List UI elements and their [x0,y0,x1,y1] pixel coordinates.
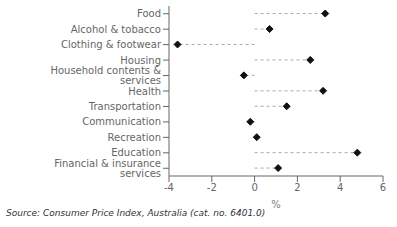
svg-text:Household contents &services: Household contents &services [50,65,161,86]
svg-text:Alcohol & tobacco: Alcohol & tobacco [71,24,161,35]
svg-text:Communication: Communication [82,116,161,127]
svg-text:4: 4 [337,182,343,193]
svg-text:6: 6 [380,182,386,193]
svg-text:Housing: Housing [120,55,161,66]
svg-text:Financial & insuranceservices: Financial & insuranceservices [54,158,161,179]
svg-text:Transportation: Transportation [88,101,161,112]
svg-text:-2: -2 [207,182,217,193]
svg-text:0: 0 [251,182,257,193]
svg-text:Clothing & footwear: Clothing & footwear [61,39,162,50]
svg-text:Recreation: Recreation [108,132,161,143]
svg-text:%: % [271,199,281,208]
svg-text:2: 2 [294,182,300,193]
svg-text:Education: Education [111,147,161,158]
svg-text:Health: Health [128,86,161,97]
svg-text:Food: Food [137,8,161,19]
svg-text:-4: -4 [164,182,174,193]
html-text:Source: Consumer Price Index,: Source: Consumer Price Index, Australia … [6,208,266,218]
